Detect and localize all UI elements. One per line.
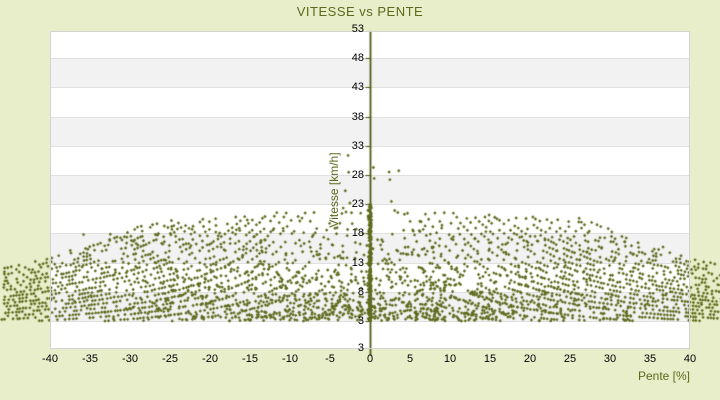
x-tick-label: 0 [366, 353, 374, 365]
x-tick-label: -25 [162, 353, 178, 365]
y-tick-label: 18 [351, 227, 364, 240]
x-tick-label: -30 [122, 353, 138, 365]
y-tick-label: 8 [357, 285, 364, 298]
x-tick-label: -35 [82, 353, 98, 365]
x-tick-label: 30 [603, 353, 617, 365]
x-tick-label: 25 [563, 353, 577, 365]
x-tick-label: -5 [325, 353, 335, 365]
x-tick-label: 20 [523, 353, 537, 365]
y-axis-title: Vitesse [km/h] [327, 152, 341, 228]
y-tick-label: 48 [351, 52, 364, 65]
y-tick-label: 13 [351, 256, 364, 269]
y-tick-label: 33 [351, 139, 364, 152]
y-tick-label: 3 [357, 315, 364, 327]
y-tick-label: 23 [351, 198, 364, 211]
x-tick-label: 40 [683, 353, 697, 365]
y-tick-label: 38 [351, 110, 364, 123]
x-tick-label: -40 [42, 353, 58, 365]
x-tick-label: 15 [483, 353, 497, 365]
x-tick-label: 5 [406, 353, 414, 365]
x-tick-label: -15 [242, 353, 258, 365]
x-tick-label: 35 [643, 353, 657, 365]
x-tick-label: 10 [443, 353, 457, 365]
y-tick-label: 43 [351, 81, 364, 94]
x-axis-title: Pente [%] [637, 369, 690, 383]
y-tick-label: 53 [351, 23, 364, 35]
x-tick-label: -20 [202, 353, 218, 365]
y-tick-label: 28 [351, 169, 364, 181]
x-tick-label: -10 [282, 353, 298, 365]
